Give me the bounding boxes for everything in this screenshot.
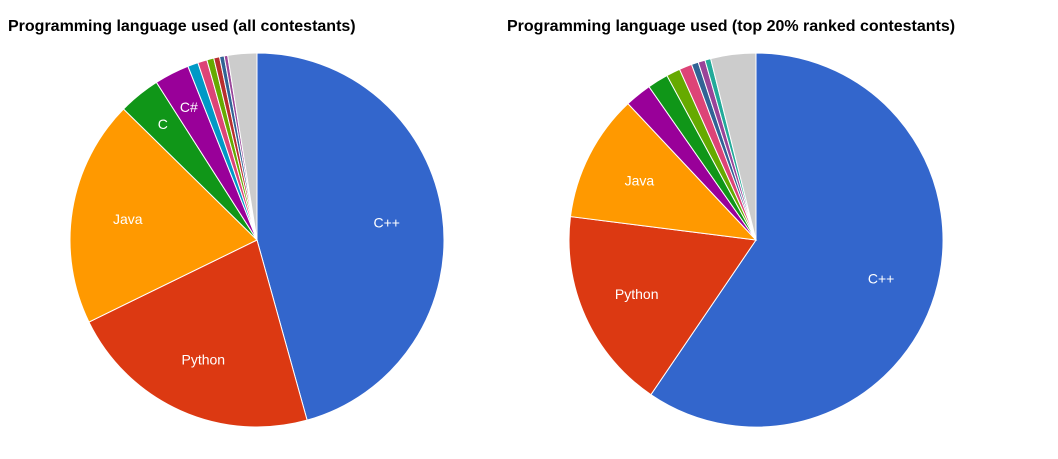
pie-slice-java: [69, 108, 258, 323]
slice-label-java: Java: [625, 173, 655, 189]
slice-label-c: C: [158, 116, 168, 132]
pie-slice-other-10: [710, 52, 757, 241]
chart-title-all-contestants: Programming language used (all contestan…: [8, 18, 356, 35]
pie-slice-cplusplus: [256, 52, 445, 421]
pie-chart-top-20-percent: C++ Python Java: [568, 52, 944, 428]
slice-label-csharp: C#: [180, 99, 198, 115]
chart-title-top-20-percent: Programming language used (top 20% ranke…: [507, 18, 956, 35]
slice-label-python: Python: [182, 351, 226, 367]
slice-label-python: Python: [615, 286, 659, 302]
slice-label-java: Java: [113, 211, 143, 227]
pie-slice-java: [569, 102, 758, 241]
slice-label-cplusplus: C++: [868, 271, 894, 287]
pie-slice-other-11: [227, 52, 258, 241]
pie-chart-all-contestants: C++ Python Java C C#: [69, 52, 445, 428]
pie-slice-python: [88, 239, 308, 428]
slice-label-cplusplus: C++: [373, 214, 399, 230]
pie-slice-python: [568, 216, 757, 396]
pie-slice-cplusplus: [650, 52, 944, 428]
